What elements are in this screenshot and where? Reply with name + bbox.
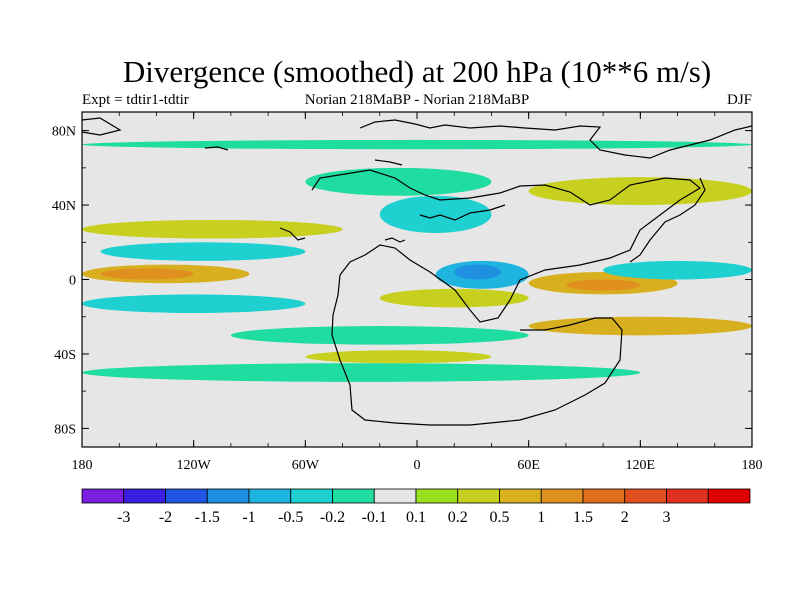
x-tick-label: 0 [414, 458, 421, 473]
subtitle-left: Expt = tdtir1-tdtir [82, 92, 189, 108]
field-region-neg-band-pacific-10s [82, 294, 306, 314]
field-region-pos-band-n-pacific [82, 219, 343, 239]
colorbar-label: 0.2 [448, 509, 468, 526]
chart-title: Divergence (smoothed) at 200 hPa (10**6 … [123, 54, 711, 89]
colorbar-swatch [248, 488, 292, 504]
y-tick-label: 80N [52, 125, 76, 140]
colorbar-swatch [457, 488, 500, 504]
colorbar-label: -0.1 [362, 509, 387, 526]
colorbar-swatch [206, 488, 250, 504]
divergence-field [82, 139, 752, 382]
colorbar-label: -0.5 [278, 509, 303, 526]
colorbar-swatch [582, 488, 626, 504]
colorbar-swatch [540, 488, 584, 504]
colorbar-swatch [81, 488, 125, 504]
x-axis: 180 120W 60W 0 60E 120E 180 [72, 112, 763, 473]
coastline-small-arc [279, 227, 306, 241]
colorbar-label: -0.2 [320, 509, 345, 526]
field-region-pos-south-45s [305, 350, 492, 364]
y-tick-label: 0 [69, 274, 76, 289]
coastline-east-asia [629, 177, 706, 263]
colorbar-swatch [165, 488, 208, 504]
colorbar-swatch [624, 488, 667, 504]
subtitle-right: DJF [727, 92, 752, 108]
colorbar-swatch [666, 488, 709, 504]
x-tick-label: 180 [742, 458, 763, 473]
coastline-tethys-islands [419, 204, 506, 221]
field-region-pos-core-pacific [100, 268, 194, 280]
colorbar-swatch [373, 488, 417, 504]
coastline-small-arc-2 [384, 237, 406, 243]
field-region-neg-band-pacific-15n [100, 242, 306, 261]
colorbar-label: 2 [621, 509, 629, 526]
x-tick-label: 60E [517, 458, 540, 473]
colorbar-label: 1.5 [573, 509, 593, 526]
colorbar-swatch [290, 488, 333, 504]
colorbar-swatch [332, 488, 375, 504]
colorbar-swatch [123, 488, 166, 504]
colorbar-label: 0.5 [490, 509, 510, 526]
field-region-pos-indian-core [565, 279, 641, 291]
coastlines [81, 117, 753, 426]
x-tick-label: 180 [72, 458, 93, 473]
field-region-neg-arctic [82, 139, 752, 150]
field-region-neg-north-50n [305, 167, 492, 196]
field-region-neg-south-50s [82, 363, 641, 382]
field-region-pos-atlantic-10s [379, 288, 529, 308]
field-region-neg-africa-core [454, 264, 501, 280]
x-tick-label: 120W [177, 458, 212, 473]
colorbar-label: 0.1 [406, 509, 426, 526]
coastline-north-polar [359, 119, 753, 159]
field-region-pos-north-50n [528, 177, 752, 206]
colorbar-label: 3 [663, 509, 671, 526]
x-tick-label: 120E [626, 458, 656, 473]
colorbar-label: -1 [242, 509, 255, 526]
y-tick-label: 80S [54, 422, 76, 437]
coastline-north-fragment [204, 146, 229, 151]
coastline-north-polar-west [81, 117, 122, 136]
field-region-neg-indian-10n [603, 260, 752, 280]
x-tick-label: 60W [292, 458, 320, 473]
colorbar-label: 1 [537, 509, 545, 526]
map-panel: 180 120W 60W 0 60E 120E 180 80N 40N 0 40S 80S [52, 111, 763, 473]
y-axis: 80N 40N 0 40S 80S [52, 125, 752, 437]
field-region-neg-south-30s [230, 326, 529, 345]
colorbar-label: -3 [117, 509, 130, 526]
colorbar: -3 -2 -1.5 -1 -0.5 -0.2 -0.1 0.1 0.2 0.5 1 1.5 2 3 [81, 488, 751, 526]
colorbar-swatch [415, 488, 459, 504]
colorbar-label: -1.5 [195, 509, 220, 526]
field-region-neg-atlantic-north [379, 195, 492, 233]
subtitle-center: Norian 218MaBP - Norian 218MaBP [305, 92, 529, 108]
coastline-pangea-west [311, 169, 702, 426]
y-tick-label: 40S [54, 348, 76, 363]
colorbar-swatch [499, 488, 542, 504]
y-tick-label: 40N [52, 199, 76, 214]
colorbar-swatch [707, 488, 751, 504]
colorbar-label: -2 [159, 509, 172, 526]
coastline-north-fragment-2 [374, 159, 403, 166]
